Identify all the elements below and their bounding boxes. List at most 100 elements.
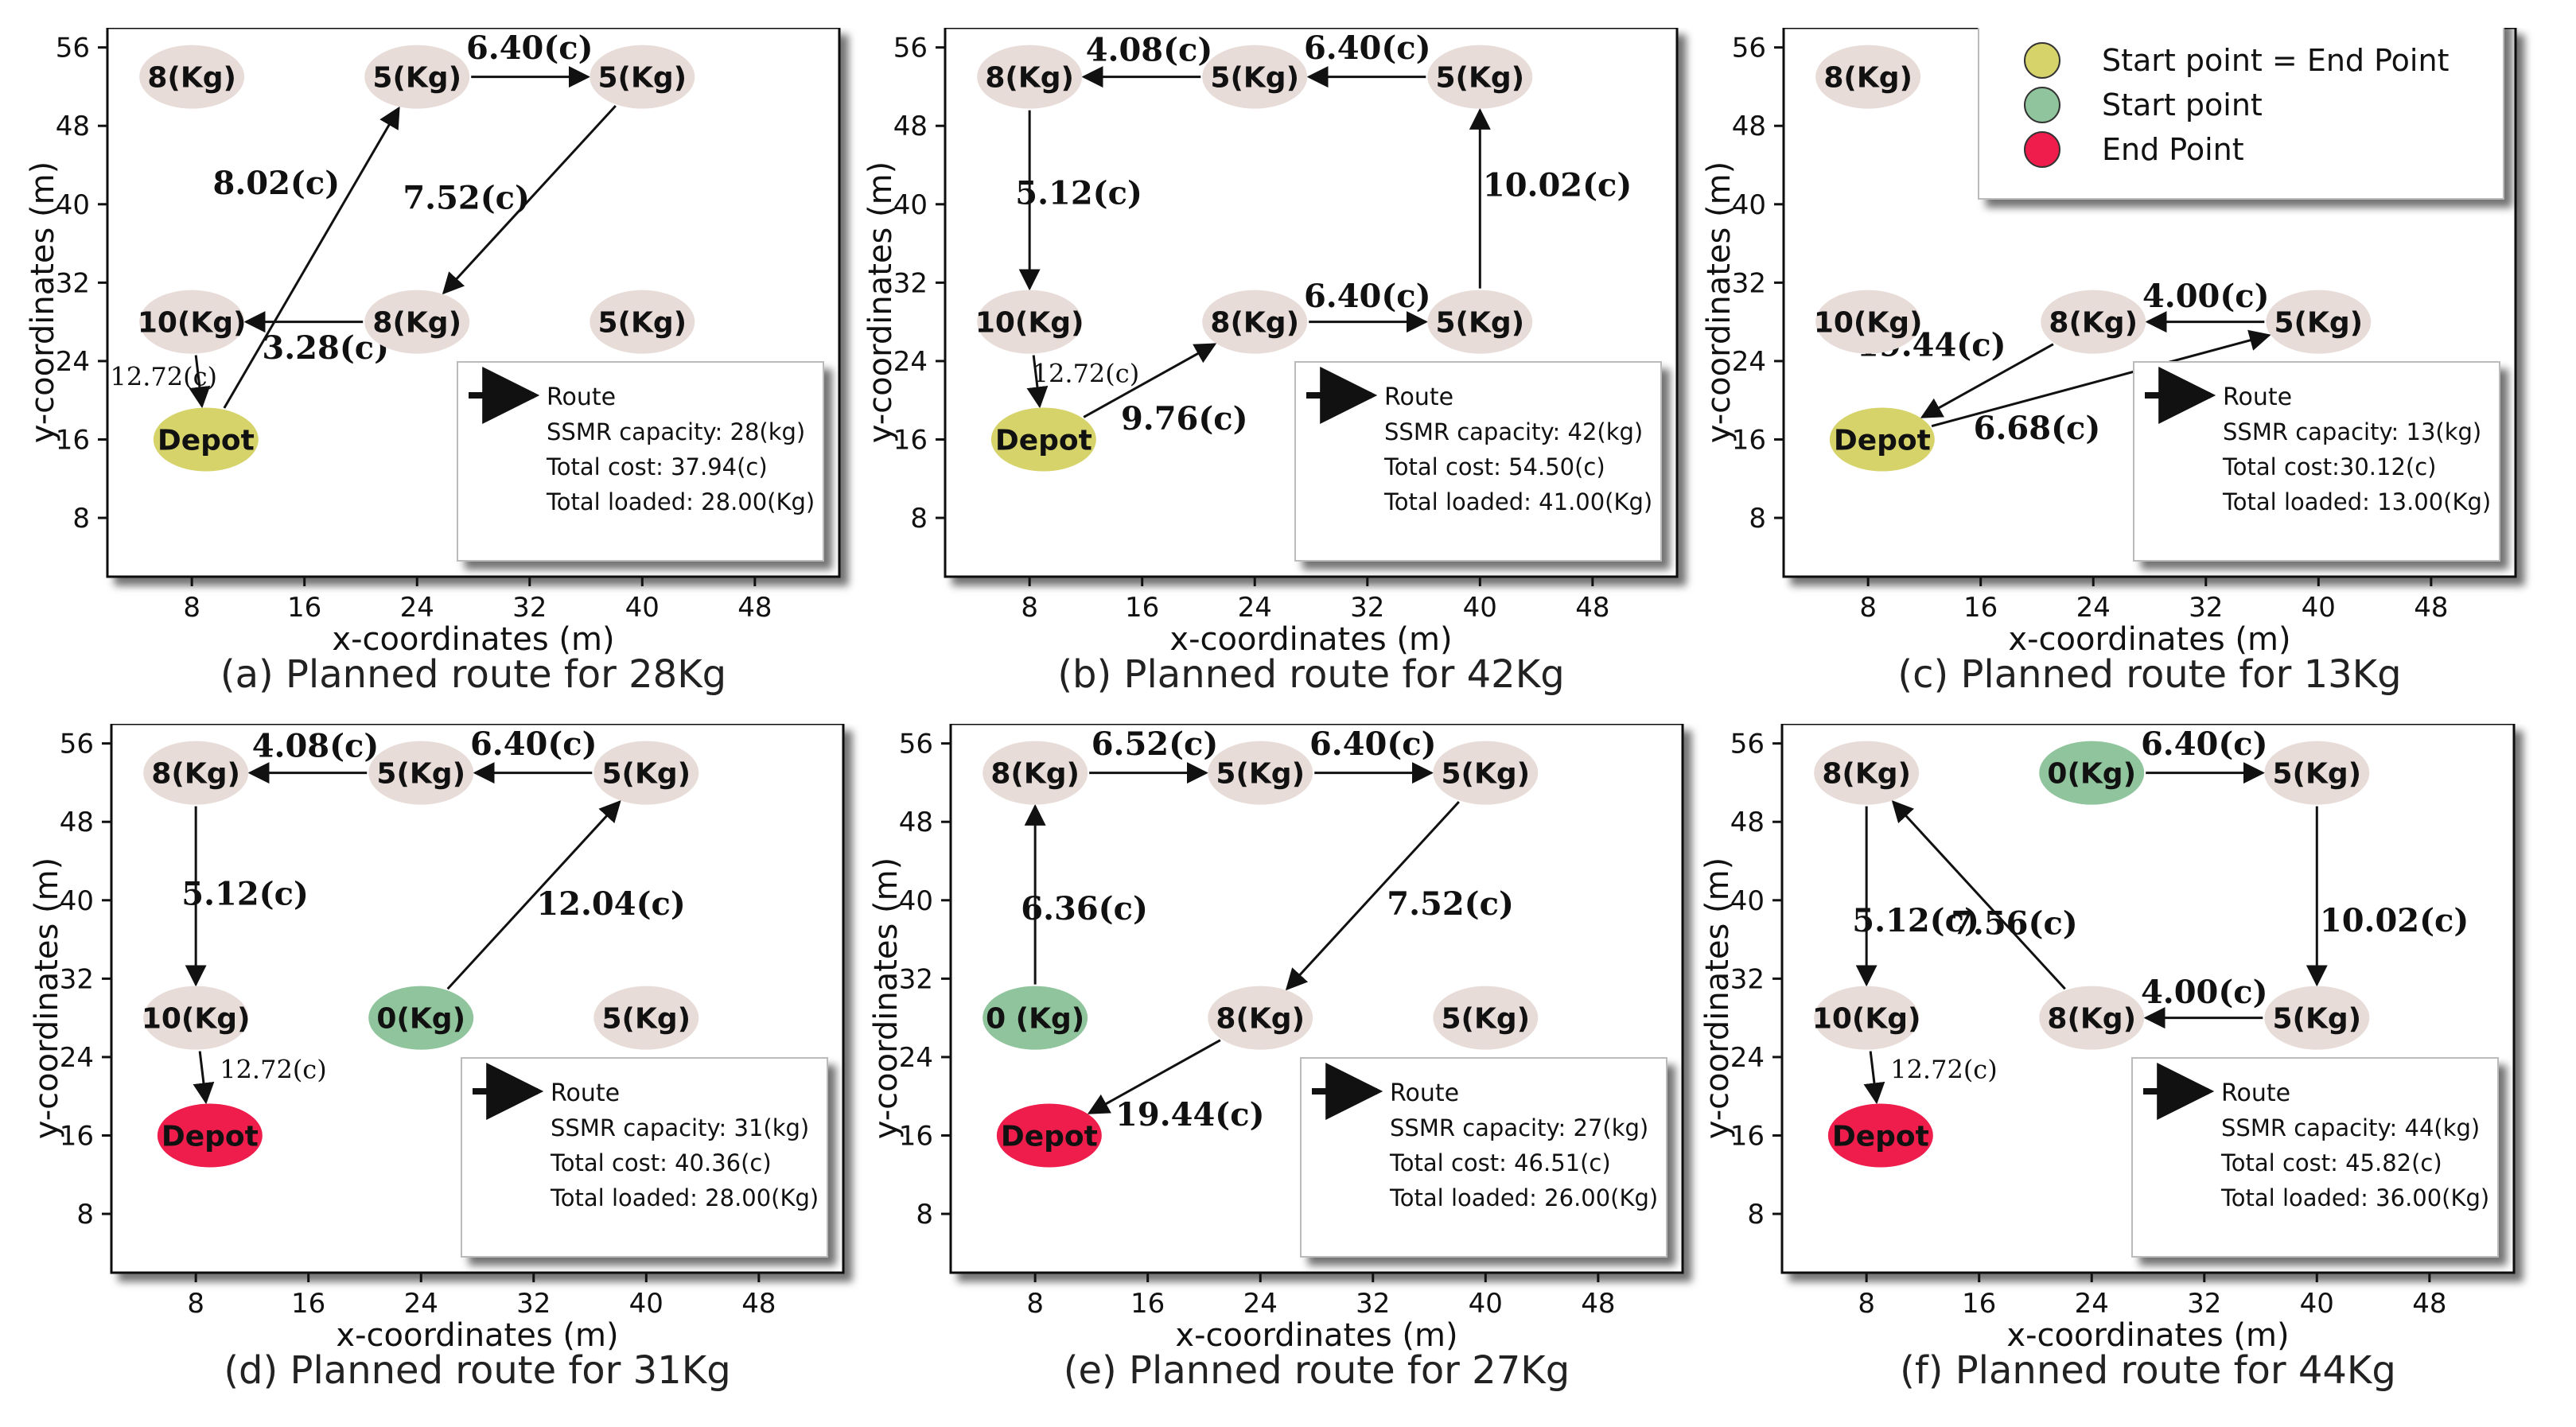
node-marker — [1208, 986, 1313, 1050]
node-marker — [1433, 986, 1539, 1050]
x-tick-label: 8 — [1021, 592, 1038, 624]
route-edge-n5-d — [1920, 343, 2054, 418]
route-node: 5(Kg) — [1433, 741, 1539, 805]
chart-a: 8 16 24 32 40 48 8 16 24 32 40 48 56 x-coordinates (m… — [25, 26, 841, 658]
legend-capacity: SSMR capacity: 27(kg) — [1390, 1114, 1648, 1141]
x-axis-label: x-coordinates (m) — [332, 621, 614, 658]
y-tick-label: 56 — [60, 729, 94, 760]
node-label: 5(Kg) — [597, 307, 687, 340]
legend-cost: Total cost: 37.94(c) — [546, 453, 768, 480]
edge-cost-label: 5.12(c) — [181, 876, 309, 913]
legend-route: Route — [1390, 1079, 1459, 1107]
route-node: Depot — [157, 1103, 263, 1168]
route-node: 5(Kg) — [2264, 741, 2370, 805]
node-label: 5(Kg) — [1441, 1003, 1530, 1036]
legend-cost: Total cost: 54.50(c) — [1383, 453, 1605, 480]
legend-capacity: SSMR capacity: 28(kg) — [547, 418, 805, 445]
node-marker — [368, 741, 474, 805]
route-node: 8(Kg) — [1815, 45, 1921, 109]
x-tick-label: 16 — [1125, 592, 1159, 624]
edge-cost-label: 19.44(c) — [1115, 1096, 1264, 1133]
legend-route: Route — [2221, 1079, 2290, 1107]
edge-cost-label: 8.02(c) — [212, 165, 340, 202]
x-tick-label: 40 — [629, 1288, 663, 1320]
edge-cost-label: 12.04(c) — [536, 885, 685, 923]
node-label: 5(Kg) — [1216, 758, 1305, 791]
route-node: 5(Kg) — [2266, 290, 2372, 354]
y-tick-label: 32 — [56, 267, 90, 299]
edge-cost-label: 12.72(c) — [220, 1055, 327, 1085]
node-label: 0(Kg) — [376, 1003, 465, 1036]
y-tick-label: 32 — [899, 963, 933, 995]
route-node: 10(Kg) — [1814, 290, 1922, 354]
route-edge-n4-d — [189, 355, 211, 409]
route-node: 5(Kg) — [593, 986, 699, 1050]
route-node: Depot — [1827, 1103, 1933, 1168]
node-label: 8(Kg) — [147, 62, 236, 95]
node-label: 0 (Kg) — [986, 1003, 1084, 1036]
node-label: Depot — [161, 1121, 259, 1153]
y-tick-label: 56 — [893, 33, 928, 64]
x-tick-label: 24 — [1243, 1288, 1278, 1320]
route-edge-n3-n5 — [1285, 801, 1460, 991]
x-tick-label: 8 — [187, 1288, 204, 1320]
panel-e: 8 16 24 32 40 48 8 16 24 32 40 48 56 x-coordinates (m… — [868, 722, 1706, 1424]
edge-cost-label: 7.52(c) — [1387, 885, 1514, 923]
edge-cost-label: 10.02(c) — [1483, 167, 1632, 204]
node-color-legend: Start point = End Point Start point End Po… — [1978, 15, 2504, 200]
legend-route: Route — [551, 1079, 620, 1107]
panel-caption: (f) Planned route for 44Kg — [1900, 1348, 2396, 1393]
route-edge-n3-n5 — [442, 105, 617, 295]
edge-cost-label: 5.12(c) — [1015, 174, 1142, 212]
route-edge-n4-d — [1863, 1051, 1885, 1105]
x-tick-label: 32 — [516, 1288, 551, 1320]
y-tick-label: 32 — [1732, 267, 1766, 299]
edge-cost-label: 7.56(c) — [1951, 905, 2078, 943]
node-label: 5(Kg) — [601, 1003, 691, 1036]
route-summary-legend: Route SSMR capacity: 31(kg) Total cost: 40… — [461, 1057, 828, 1258]
y-axis-label: y-coordinates (m) — [866, 161, 899, 443]
edge-cost-label: 6.40(c) — [466, 29, 593, 67]
edge-cost-label: 6.36(c) — [1021, 890, 1148, 927]
node-marker — [1827, 1103, 1933, 1168]
chart-f: 8 16 24 32 40 48 8 16 24 32 40 48 56 x-coordinates (m… — [1699, 722, 2516, 1354]
chart-c: 8 16 24 32 40 48 8 16 24 32 40 48 56 x-coordinates (m… — [1701, 15, 2517, 658]
node-marker — [1814, 741, 1920, 805]
edge-cost-label: 6.40(c) — [2141, 725, 2268, 763]
node-marker — [977, 290, 1083, 354]
node-marker — [590, 290, 695, 354]
node-label: 8(Kg) — [2049, 307, 2138, 340]
node-label: 5(Kg) — [1435, 62, 1524, 95]
node-marker — [153, 407, 259, 472]
node-label: 5(Kg) — [601, 758, 691, 791]
route-node: 10(Kg) — [138, 290, 246, 354]
route-summary-legend: Route SSMR capacity: 28(kg) Total cost: 37… — [457, 361, 824, 562]
x-tick-label: 32 — [2187, 1288, 2221, 1320]
node-marker — [590, 45, 695, 109]
legend-cost: Total cost:30.12(c) — [2222, 453, 2436, 480]
route-node: Depot — [1829, 407, 1935, 472]
node-marker — [139, 45, 245, 109]
panel-f: 8 16 24 32 40 48 8 16 24 32 40 48 56 x-coordinates (m… — [1699, 722, 2538, 1424]
node-label: 10(Kg) — [1812, 1003, 1921, 1036]
y-tick-label: 16 — [893, 425, 928, 457]
legend-label: Start point = End Point — [2102, 43, 2449, 78]
y-axis-label: y-coordinates (m) — [871, 857, 905, 1139]
node-marker — [364, 45, 470, 109]
node-label: 5(Kg) — [1435, 307, 1524, 340]
y-tick-label: 24 — [893, 346, 928, 378]
node-marker — [996, 1103, 1102, 1168]
y-tick-label: 8 — [1749, 503, 1766, 535]
node-marker — [143, 986, 249, 1050]
route-edge-n5-n1 — [1891, 800, 2066, 990]
y-tick-label: 56 — [899, 729, 933, 760]
node-label: 8(Kg) — [372, 307, 461, 340]
edge-cost-label: 4.00(c) — [2141, 974, 2268, 1011]
node-label: 8(Kg) — [1216, 1003, 1305, 1036]
edge-cost-label: 6.68(c) — [1974, 410, 2101, 447]
route-node: 8(Kg) — [1202, 290, 1308, 354]
node-marker — [1202, 290, 1308, 354]
node-marker — [977, 45, 1083, 109]
legend-loaded: Total loaded: 28.00(Kg) — [546, 488, 815, 515]
node-marker — [1814, 986, 1920, 1050]
